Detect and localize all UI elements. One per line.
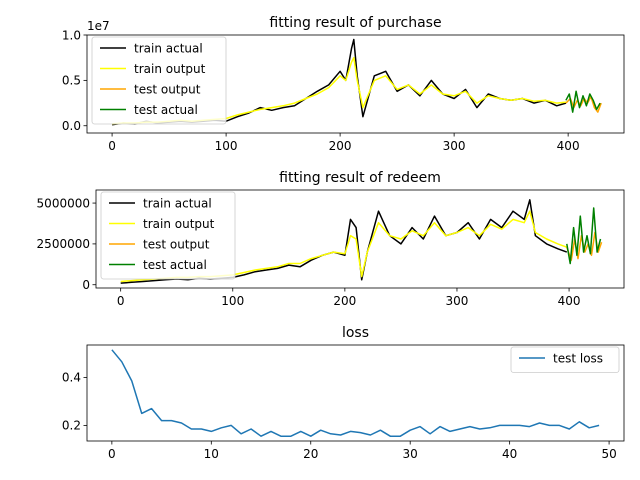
y-tick-label: 0	[82, 278, 90, 292]
x-tick-label: 40	[502, 447, 517, 461]
chart-panel-2: 0 100 200 300 400 0 2500000 5000000 fitting resu…	[37, 170, 625, 308]
x-tick-label: 50	[601, 447, 616, 461]
x-tick-label: 300	[443, 139, 466, 153]
x-tick-label: 200	[333, 294, 356, 308]
axes-frame	[86, 344, 625, 442]
axes-frame	[86, 34, 625, 134]
y-tick-label: 0.0	[62, 119, 81, 133]
x-tick-label: 10	[204, 447, 219, 461]
x-tick-label: 200	[329, 139, 352, 153]
legend-entry: train actual	[143, 196, 212, 210]
x-tick-label: 400	[557, 139, 580, 153]
x-tick-label: 0	[108, 447, 116, 461]
y-tick-label: 1.0	[62, 28, 81, 42]
y-tick-label: 0.4	[62, 371, 81, 385]
chart-title: fitting result of purchase	[269, 15, 441, 31]
x-tick-label: 0	[108, 139, 116, 153]
x-tick-label: 20	[303, 447, 318, 461]
legend-box	[510, 346, 620, 373]
x-tick-label: 0	[117, 294, 125, 308]
chart-panel-1: 0 100 200 300 400 0.0 0.5 1.0 1e7 fitting result …	[62, 15, 625, 153]
series-line-4	[565, 90, 601, 113]
x-tick-label: 400	[558, 294, 581, 308]
x-tick-label: 30	[403, 447, 418, 461]
y-tick-label: 0.2	[62, 419, 81, 433]
legend-entry: train output	[134, 62, 206, 76]
legend: test loss	[510, 346, 620, 373]
x-tick-label: 100	[221, 294, 244, 308]
legend-entry: test output	[134, 82, 201, 96]
legend-entry: train output	[143, 217, 215, 231]
y-tick-label: 0.5	[62, 74, 81, 88]
y-tick-label: 2500000	[37, 237, 90, 251]
chart-title: loss	[342, 325, 369, 341]
axes-frame	[95, 189, 625, 289]
legend-entry: train actual	[134, 41, 203, 55]
chart-title: fitting result of redeem	[279, 170, 441, 186]
series-line-1	[111, 349, 600, 437]
legend-box	[100, 191, 236, 280]
legend: train actual train output test output test …	[100, 191, 236, 280]
axis-scale-label: 1e7	[87, 19, 110, 33]
legend-entry: test actual	[143, 258, 207, 272]
legend: train actual train output test output test …	[91, 36, 227, 125]
y-tick-label: 5000000	[37, 196, 90, 210]
chart-panel-3: 0 10 20 30 40 50 0.2 0.4 loss test loss	[62, 325, 625, 461]
series-line-4	[566, 207, 602, 265]
legend-box	[91, 36, 227, 125]
x-tick-label: 100	[215, 139, 238, 153]
legend-entry: test actual	[134, 103, 198, 117]
x-tick-label: 300	[446, 294, 469, 308]
legend-entry: test loss	[553, 351, 603, 365]
legend-entry: test output	[143, 237, 210, 251]
